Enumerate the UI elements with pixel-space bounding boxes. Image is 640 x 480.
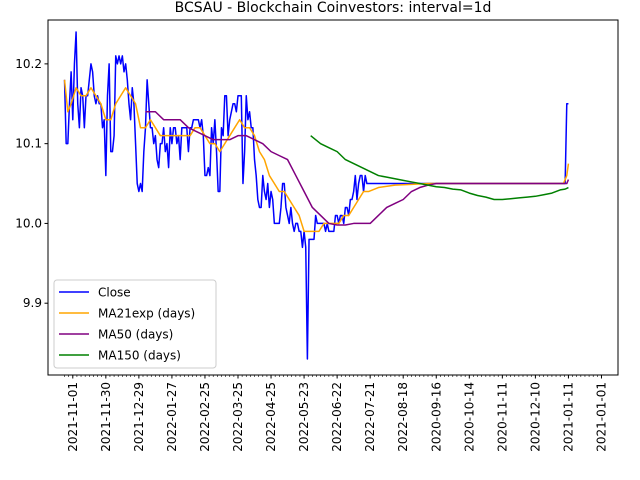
- y-axis: 9.9 10.0 10.1 10.2: [15, 57, 48, 310]
- series-line-1: [63, 79, 570, 233]
- x-tick-label: 2022-02-25: [198, 382, 212, 452]
- x-tick-label: 2021-11-01: [66, 382, 80, 452]
- x-tick-label: 2022-01-27: [165, 382, 179, 452]
- legend-box: [53, 279, 217, 369]
- x-tick-label: 2021-11-30: [99, 382, 113, 452]
- chart-title: BCSAU - Blockchain Coinvestors: interval…: [175, 0, 492, 16]
- x-tick-label: 2022-04-25: [264, 382, 278, 452]
- x-tick-label: 2020-09-16: [429, 382, 443, 452]
- legend-label: Close: [98, 286, 131, 300]
- x-tick-label: 2022-05-23: [297, 382, 311, 452]
- x-tick-label: 2022-06-22: [330, 382, 344, 452]
- x-tick-label: 2020-12-10: [528, 382, 542, 452]
- x-tick-label: 2021-12-29: [132, 382, 146, 452]
- series-line-0: [63, 31, 569, 360]
- y-tick-label: 10.0: [15, 216, 42, 230]
- legend-label: MA50 (days): [98, 328, 173, 342]
- legend-label: MA21exp (days): [98, 307, 195, 321]
- y-tick-label: 10.1: [15, 137, 42, 151]
- x-tick-label: 2022-08-18: [396, 382, 410, 452]
- legend: Close MA21exp (days) MA50 (days) MA150 (day…: [53, 279, 217, 369]
- x-tick-label: 2020-10-14: [462, 382, 476, 452]
- x-axis: 2021-11-01 2021-11-30 2021-12-29 2022-01-27…: [64, 375, 608, 452]
- x-tick-label: 2022-03-25: [231, 382, 245, 452]
- x-tick-label: 2021-01-01: [594, 382, 608, 452]
- y-tick-label: 10.2: [15, 57, 42, 71]
- x-tick-label: 2022-07-21: [363, 382, 377, 452]
- x-tick-label: 2021-01-11: [561, 382, 575, 452]
- legend-label: MA150 (days): [98, 349, 181, 363]
- x-tick-label: 2020-11-11: [495, 382, 509, 452]
- y-tick-label: 9.9: [23, 296, 42, 310]
- plot-lines: [63, 31, 570, 360]
- series-line-3: [310, 135, 569, 201]
